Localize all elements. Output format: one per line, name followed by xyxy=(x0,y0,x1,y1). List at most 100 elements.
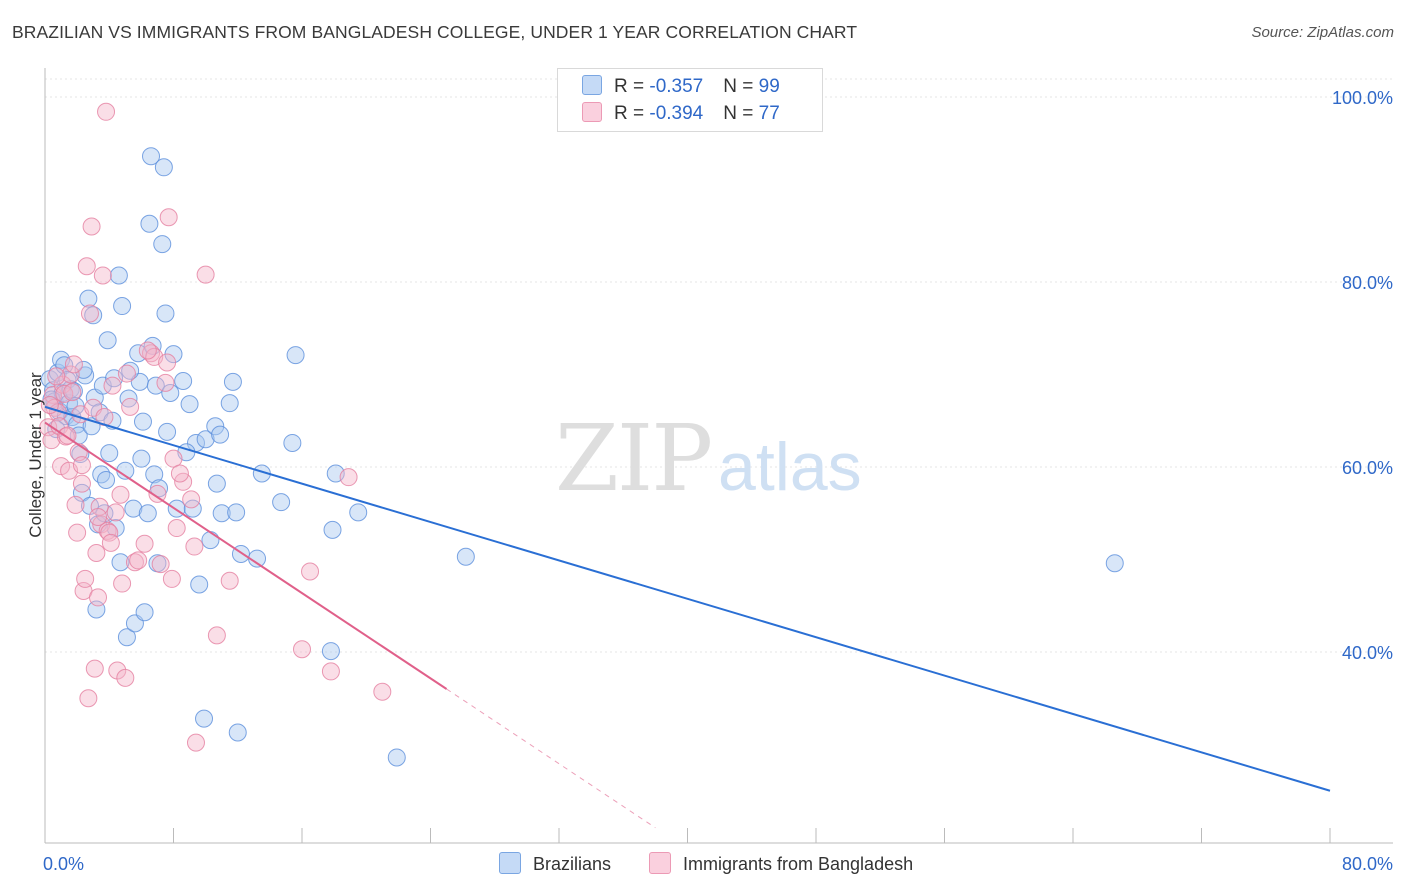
brazilian-point xyxy=(79,289,98,308)
brazilian-point xyxy=(211,425,230,444)
brazilian-point xyxy=(117,628,136,647)
legend-n-value-bangladesh: 77 xyxy=(758,103,780,124)
bangladesh-point xyxy=(162,569,181,588)
brazilian-point xyxy=(180,395,199,414)
bangladesh-point xyxy=(85,659,104,678)
brazilian-point xyxy=(138,504,157,523)
bangladesh-point xyxy=(196,265,215,284)
bangladesh-point xyxy=(151,555,170,574)
bangladesh-point xyxy=(63,383,82,402)
bottom-legend-swatch-bangladesh xyxy=(649,852,671,874)
bottom-legend-swatch-brazilians xyxy=(499,852,521,874)
bangladesh-point xyxy=(61,365,80,384)
brazilian-point xyxy=(132,449,151,468)
bangladesh-point xyxy=(89,588,108,607)
brazilian-point xyxy=(183,499,202,518)
legend-r-label: R = xyxy=(614,76,650,97)
brazilian-point xyxy=(93,376,112,395)
bangladesh-point xyxy=(116,668,135,687)
brazilian-point xyxy=(195,709,214,728)
source-label: Source: ZipAtlas.com xyxy=(1251,24,1394,41)
brazilian-point xyxy=(228,723,247,742)
bangladesh-trend-extension xyxy=(446,688,656,829)
bangladesh-point xyxy=(182,490,201,509)
bangladesh-point xyxy=(76,569,95,588)
bangladesh-point xyxy=(117,364,136,383)
bangladesh-trend-line xyxy=(44,421,448,690)
y-tick-label: 80.0% xyxy=(1342,273,1393,293)
brazilian-point xyxy=(140,214,159,233)
bangladesh-point xyxy=(82,217,101,236)
bangladesh-point xyxy=(89,507,108,526)
brazilian-point xyxy=(212,504,231,523)
bangladesh-point xyxy=(167,519,186,538)
brazilian-point xyxy=(286,346,305,365)
bangladesh-point xyxy=(72,474,91,493)
brazilian-point xyxy=(349,503,368,522)
brazilian-point xyxy=(154,158,173,177)
brazilian-point xyxy=(100,444,119,463)
y-tick-label: 60.0% xyxy=(1342,458,1393,478)
brazilian-point xyxy=(153,235,172,254)
brazilian-point xyxy=(158,422,177,441)
bangladesh-point xyxy=(321,662,340,681)
brazilian-point xyxy=(207,474,226,493)
chart-title: BRAZILIAN VS IMMIGRANTS FROM BANGLADESH … xyxy=(12,22,858,42)
bangladesh-point xyxy=(301,562,320,581)
x-tick-label-max: 80.0% xyxy=(1342,854,1393,874)
bangladesh-point xyxy=(64,355,83,374)
brazilian-point xyxy=(323,520,342,539)
brazilian-point xyxy=(124,499,143,518)
brazilian-point xyxy=(161,384,180,402)
bangladesh-point xyxy=(72,456,91,475)
watermark-atlas: atlas xyxy=(718,429,862,505)
legend-swatch-brazilians xyxy=(582,75,602,95)
bottom-legend-label-bangladesh: Immigrants from Bangladesh xyxy=(683,854,914,874)
bangladesh-point xyxy=(125,553,144,572)
bangladesh-point xyxy=(293,640,311,659)
bangladesh-point xyxy=(121,397,140,416)
brazilian-point xyxy=(174,371,193,390)
bangladesh-point xyxy=(220,571,239,590)
bangladesh-point xyxy=(47,367,66,386)
legend-r-value-brazilians: -0.357 xyxy=(649,76,704,97)
brazilian-point xyxy=(1105,554,1124,573)
y-tick-label: 40.0% xyxy=(1342,643,1393,663)
bangladesh-point xyxy=(106,503,125,522)
brazilian-point xyxy=(111,553,130,572)
bottom-legend-bangladesh: Immigrants from Bangladesh xyxy=(649,852,913,875)
brazilian-point xyxy=(113,297,132,316)
brazilian-trend-line xyxy=(44,405,1331,792)
bangladesh-point xyxy=(135,534,154,553)
bangladesh-point xyxy=(68,523,87,542)
brazilian-point xyxy=(196,430,215,449)
bangladesh-point xyxy=(148,484,167,503)
y-tick-label: 100.0% xyxy=(1332,88,1393,108)
bangladesh-point xyxy=(103,376,122,395)
bangladesh-point xyxy=(93,266,112,285)
brazilian-point xyxy=(206,417,225,436)
x-tick-label-min: 0.0% xyxy=(43,854,84,874)
brazilian-point xyxy=(272,493,291,512)
brazilian-point xyxy=(201,531,220,550)
brazilian-point xyxy=(97,470,116,489)
bangladesh-point xyxy=(111,485,130,504)
legend-r-label: R = xyxy=(614,103,650,124)
bangladesh-point xyxy=(207,626,226,645)
brazilian-point xyxy=(121,361,140,380)
legend-swatch-bangladesh xyxy=(582,102,602,122)
legend-row-brazilians: R = -0.357 N = 99 xyxy=(582,75,780,98)
bangladesh-point xyxy=(159,208,178,227)
brazilian-point xyxy=(456,547,475,566)
legend-row-bangladesh: R = -0.394 N = 77 xyxy=(582,102,780,125)
brazilian-point xyxy=(283,433,302,452)
bangladesh-point xyxy=(373,682,392,701)
legend-n-label: N = xyxy=(723,76,759,97)
brazilian-point xyxy=(220,394,239,413)
bangladesh-point xyxy=(339,468,358,487)
bangladesh-point xyxy=(156,373,175,392)
watermark-zip: ZIP xyxy=(555,405,711,512)
bangladesh-point xyxy=(80,304,99,323)
brazilian-point xyxy=(98,331,117,350)
brazilian-point xyxy=(109,266,128,285)
